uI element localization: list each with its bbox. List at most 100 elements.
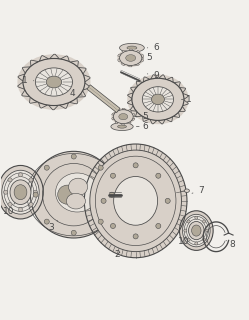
Text: 8: 8 (226, 240, 235, 249)
Polygon shape (18, 82, 24, 89)
Polygon shape (140, 60, 144, 62)
Polygon shape (141, 54, 144, 58)
Polygon shape (118, 54, 122, 56)
Polygon shape (132, 113, 135, 117)
Circle shape (206, 229, 209, 232)
Ellipse shape (111, 123, 133, 131)
Text: 10: 10 (178, 237, 189, 246)
Polygon shape (115, 121, 118, 124)
Circle shape (18, 173, 23, 177)
Ellipse shape (46, 76, 62, 88)
Polygon shape (129, 49, 134, 51)
Polygon shape (50, 54, 59, 59)
Circle shape (111, 223, 116, 228)
Polygon shape (38, 102, 48, 108)
Circle shape (156, 173, 161, 178)
Ellipse shape (90, 150, 182, 252)
Text: 5: 5 (142, 53, 152, 62)
Circle shape (71, 230, 76, 235)
Circle shape (187, 220, 190, 223)
Text: 10: 10 (3, 203, 15, 216)
Ellipse shape (30, 151, 117, 238)
Text: 9: 9 (147, 71, 159, 80)
Polygon shape (83, 83, 90, 90)
Circle shape (101, 198, 106, 204)
Ellipse shape (180, 211, 213, 250)
Polygon shape (22, 90, 30, 97)
Polygon shape (59, 103, 68, 108)
Polygon shape (128, 109, 131, 113)
Circle shape (71, 154, 76, 159)
Polygon shape (78, 91, 86, 97)
Circle shape (187, 238, 190, 241)
Circle shape (195, 216, 198, 219)
Text: 5: 5 (134, 112, 148, 121)
Ellipse shape (119, 114, 128, 120)
Ellipse shape (120, 51, 142, 65)
Polygon shape (115, 109, 120, 111)
Polygon shape (60, 56, 69, 62)
Text: 3: 3 (49, 221, 58, 232)
Text: 1: 1 (182, 95, 192, 104)
Ellipse shape (142, 87, 174, 112)
Polygon shape (122, 50, 127, 52)
Ellipse shape (68, 178, 88, 196)
Polygon shape (167, 77, 173, 82)
Polygon shape (22, 67, 30, 73)
Polygon shape (39, 56, 49, 61)
Circle shape (44, 165, 49, 170)
Text: 6: 6 (147, 43, 159, 52)
Ellipse shape (66, 193, 85, 209)
Circle shape (202, 220, 206, 223)
Circle shape (156, 223, 161, 228)
Ellipse shape (114, 177, 158, 225)
Polygon shape (131, 118, 135, 121)
Ellipse shape (56, 173, 99, 212)
Ellipse shape (126, 55, 136, 61)
Polygon shape (158, 120, 165, 124)
Ellipse shape (151, 94, 164, 105)
Circle shape (111, 173, 116, 178)
Polygon shape (174, 82, 180, 87)
Circle shape (133, 234, 138, 239)
Polygon shape (183, 100, 188, 106)
Circle shape (133, 163, 138, 168)
Circle shape (165, 198, 170, 204)
Polygon shape (112, 113, 115, 115)
Ellipse shape (132, 78, 184, 120)
Ellipse shape (2, 170, 39, 214)
Ellipse shape (10, 180, 31, 204)
Polygon shape (134, 64, 139, 66)
Circle shape (8, 203, 12, 206)
Circle shape (98, 219, 103, 224)
Text: 4: 4 (69, 89, 82, 98)
Polygon shape (179, 107, 185, 112)
Ellipse shape (117, 49, 144, 67)
Ellipse shape (127, 46, 137, 50)
Ellipse shape (191, 225, 201, 236)
Circle shape (8, 178, 12, 182)
Circle shape (44, 219, 49, 224)
Ellipse shape (111, 108, 135, 125)
Ellipse shape (14, 185, 27, 200)
Circle shape (109, 192, 114, 197)
Polygon shape (70, 61, 78, 67)
Polygon shape (151, 75, 158, 79)
Polygon shape (183, 93, 188, 99)
Circle shape (202, 238, 206, 241)
Circle shape (29, 178, 33, 182)
Polygon shape (69, 98, 77, 104)
Polygon shape (122, 62, 125, 66)
Polygon shape (120, 123, 124, 125)
Polygon shape (127, 99, 133, 105)
Ellipse shape (127, 75, 188, 124)
Circle shape (33, 190, 37, 194)
Polygon shape (78, 68, 86, 74)
Circle shape (184, 229, 187, 232)
Polygon shape (136, 81, 143, 86)
Circle shape (98, 165, 103, 170)
Polygon shape (112, 117, 114, 120)
Text: 1: 1 (22, 76, 34, 85)
Polygon shape (180, 87, 186, 93)
Circle shape (195, 242, 198, 245)
